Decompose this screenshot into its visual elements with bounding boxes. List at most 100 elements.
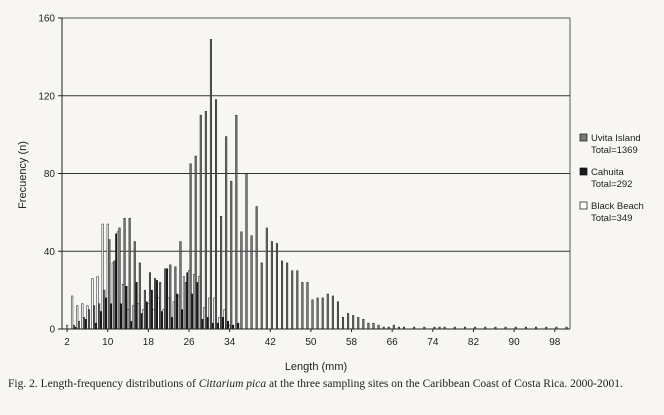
- bar: [128, 217, 131, 330]
- axes: [58, 17, 570, 332]
- bar: [103, 289, 106, 330]
- bar: [123, 217, 126, 330]
- bar: [194, 155, 197, 330]
- bar: [326, 293, 329, 330]
- bar: [177, 295, 180, 330]
- bar: [66, 324, 69, 330]
- bar: [160, 311, 163, 330]
- bar: [377, 324, 380, 330]
- y-tick-label: 0: [49, 325, 55, 336]
- bar: [82, 317, 85, 330]
- bar: [342, 317, 345, 330]
- y-tick-labels: 0 40 80 120 160: [38, 14, 55, 336]
- bar: [84, 319, 87, 330]
- bar: [223, 309, 226, 330]
- bar: [88, 309, 91, 330]
- bar: [203, 307, 206, 330]
- bar: [220, 216, 223, 330]
- bar: [140, 313, 143, 330]
- bar: [154, 278, 157, 330]
- legend-entry-name: Uvita Island: [591, 133, 641, 144]
- bar: [167, 297, 170, 330]
- bar: [120, 303, 123, 330]
- bar: [171, 317, 174, 330]
- bar: [113, 260, 116, 330]
- bar: [77, 320, 80, 330]
- bar: [265, 227, 268, 330]
- bar: [311, 299, 314, 330]
- bar: [255, 206, 258, 330]
- bar: [96, 276, 99, 330]
- bar: [347, 313, 350, 330]
- legend-entry-total: Total=1369: [591, 145, 638, 156]
- bar: [142, 309, 145, 330]
- caption-suffix: at the three sampling sites on the Carib…: [266, 378, 623, 390]
- bar: [138, 262, 141, 330]
- bar: [193, 274, 196, 330]
- bar: [86, 305, 89, 330]
- y-tick-label: 120: [38, 91, 55, 102]
- x-tick-label: 10: [102, 337, 114, 348]
- bar: [184, 282, 187, 330]
- bar: [174, 266, 177, 330]
- x-axis-title: Length (mm): [285, 361, 347, 373]
- bar: [130, 320, 133, 330]
- bar: [132, 305, 135, 330]
- bar: [181, 309, 184, 330]
- bar: [111, 262, 114, 330]
- bar: [321, 297, 324, 330]
- bar: [159, 282, 162, 330]
- bar: [316, 297, 319, 330]
- bar: [367, 322, 370, 330]
- bar: [240, 231, 243, 330]
- bar: [352, 315, 355, 330]
- bar: [76, 305, 79, 330]
- bar: [137, 303, 140, 330]
- bar: [281, 260, 284, 330]
- bar: [135, 282, 138, 330]
- bar: [211, 322, 214, 330]
- bar: [306, 282, 309, 330]
- bar: [155, 280, 158, 330]
- x-tick-label: 74: [427, 337, 439, 348]
- bar: [172, 301, 175, 330]
- legend-swatch: [579, 201, 588, 210]
- bar: [118, 227, 121, 330]
- bar: [148, 272, 151, 330]
- bar: [91, 278, 94, 330]
- caption-prefix: Fig. 2. Length-frequency distributions o…: [8, 378, 199, 390]
- bar: [110, 303, 113, 330]
- x-tick-label: 18: [143, 337, 155, 348]
- bar: [270, 241, 273, 330]
- x-tick-label: 82: [468, 337, 480, 348]
- bar: [147, 303, 150, 330]
- bar: [152, 309, 155, 330]
- x-tick-label: 66: [387, 337, 399, 348]
- bar: [227, 320, 230, 330]
- bar: [275, 243, 278, 330]
- bar: [105, 297, 108, 330]
- length-frequency-chart: 0 40 80 120 160 2 10 18 26 34 42 50 58 66 74 82 90 98 Fr…: [17, 14, 644, 374]
- bar: [237, 322, 240, 330]
- bar: [206, 317, 209, 330]
- bar: [145, 301, 148, 330]
- bar: [169, 264, 172, 330]
- bar: [209, 39, 212, 330]
- bar: [115, 233, 118, 330]
- bar: [286, 262, 289, 330]
- bar: [260, 262, 263, 330]
- bar: [228, 324, 231, 330]
- bar: [216, 322, 219, 330]
- bar: [179, 241, 182, 330]
- bar: [372, 322, 375, 330]
- bar: [230, 181, 233, 330]
- legend-entry-total: Total=292: [591, 179, 632, 190]
- legend-swatch: [579, 167, 588, 176]
- bar: [125, 285, 128, 330]
- bar: [218, 317, 221, 330]
- x-tick-label: 98: [549, 337, 561, 348]
- bar: [143, 289, 146, 330]
- bar: [94, 322, 97, 330]
- gridlines: [62, 17, 571, 329]
